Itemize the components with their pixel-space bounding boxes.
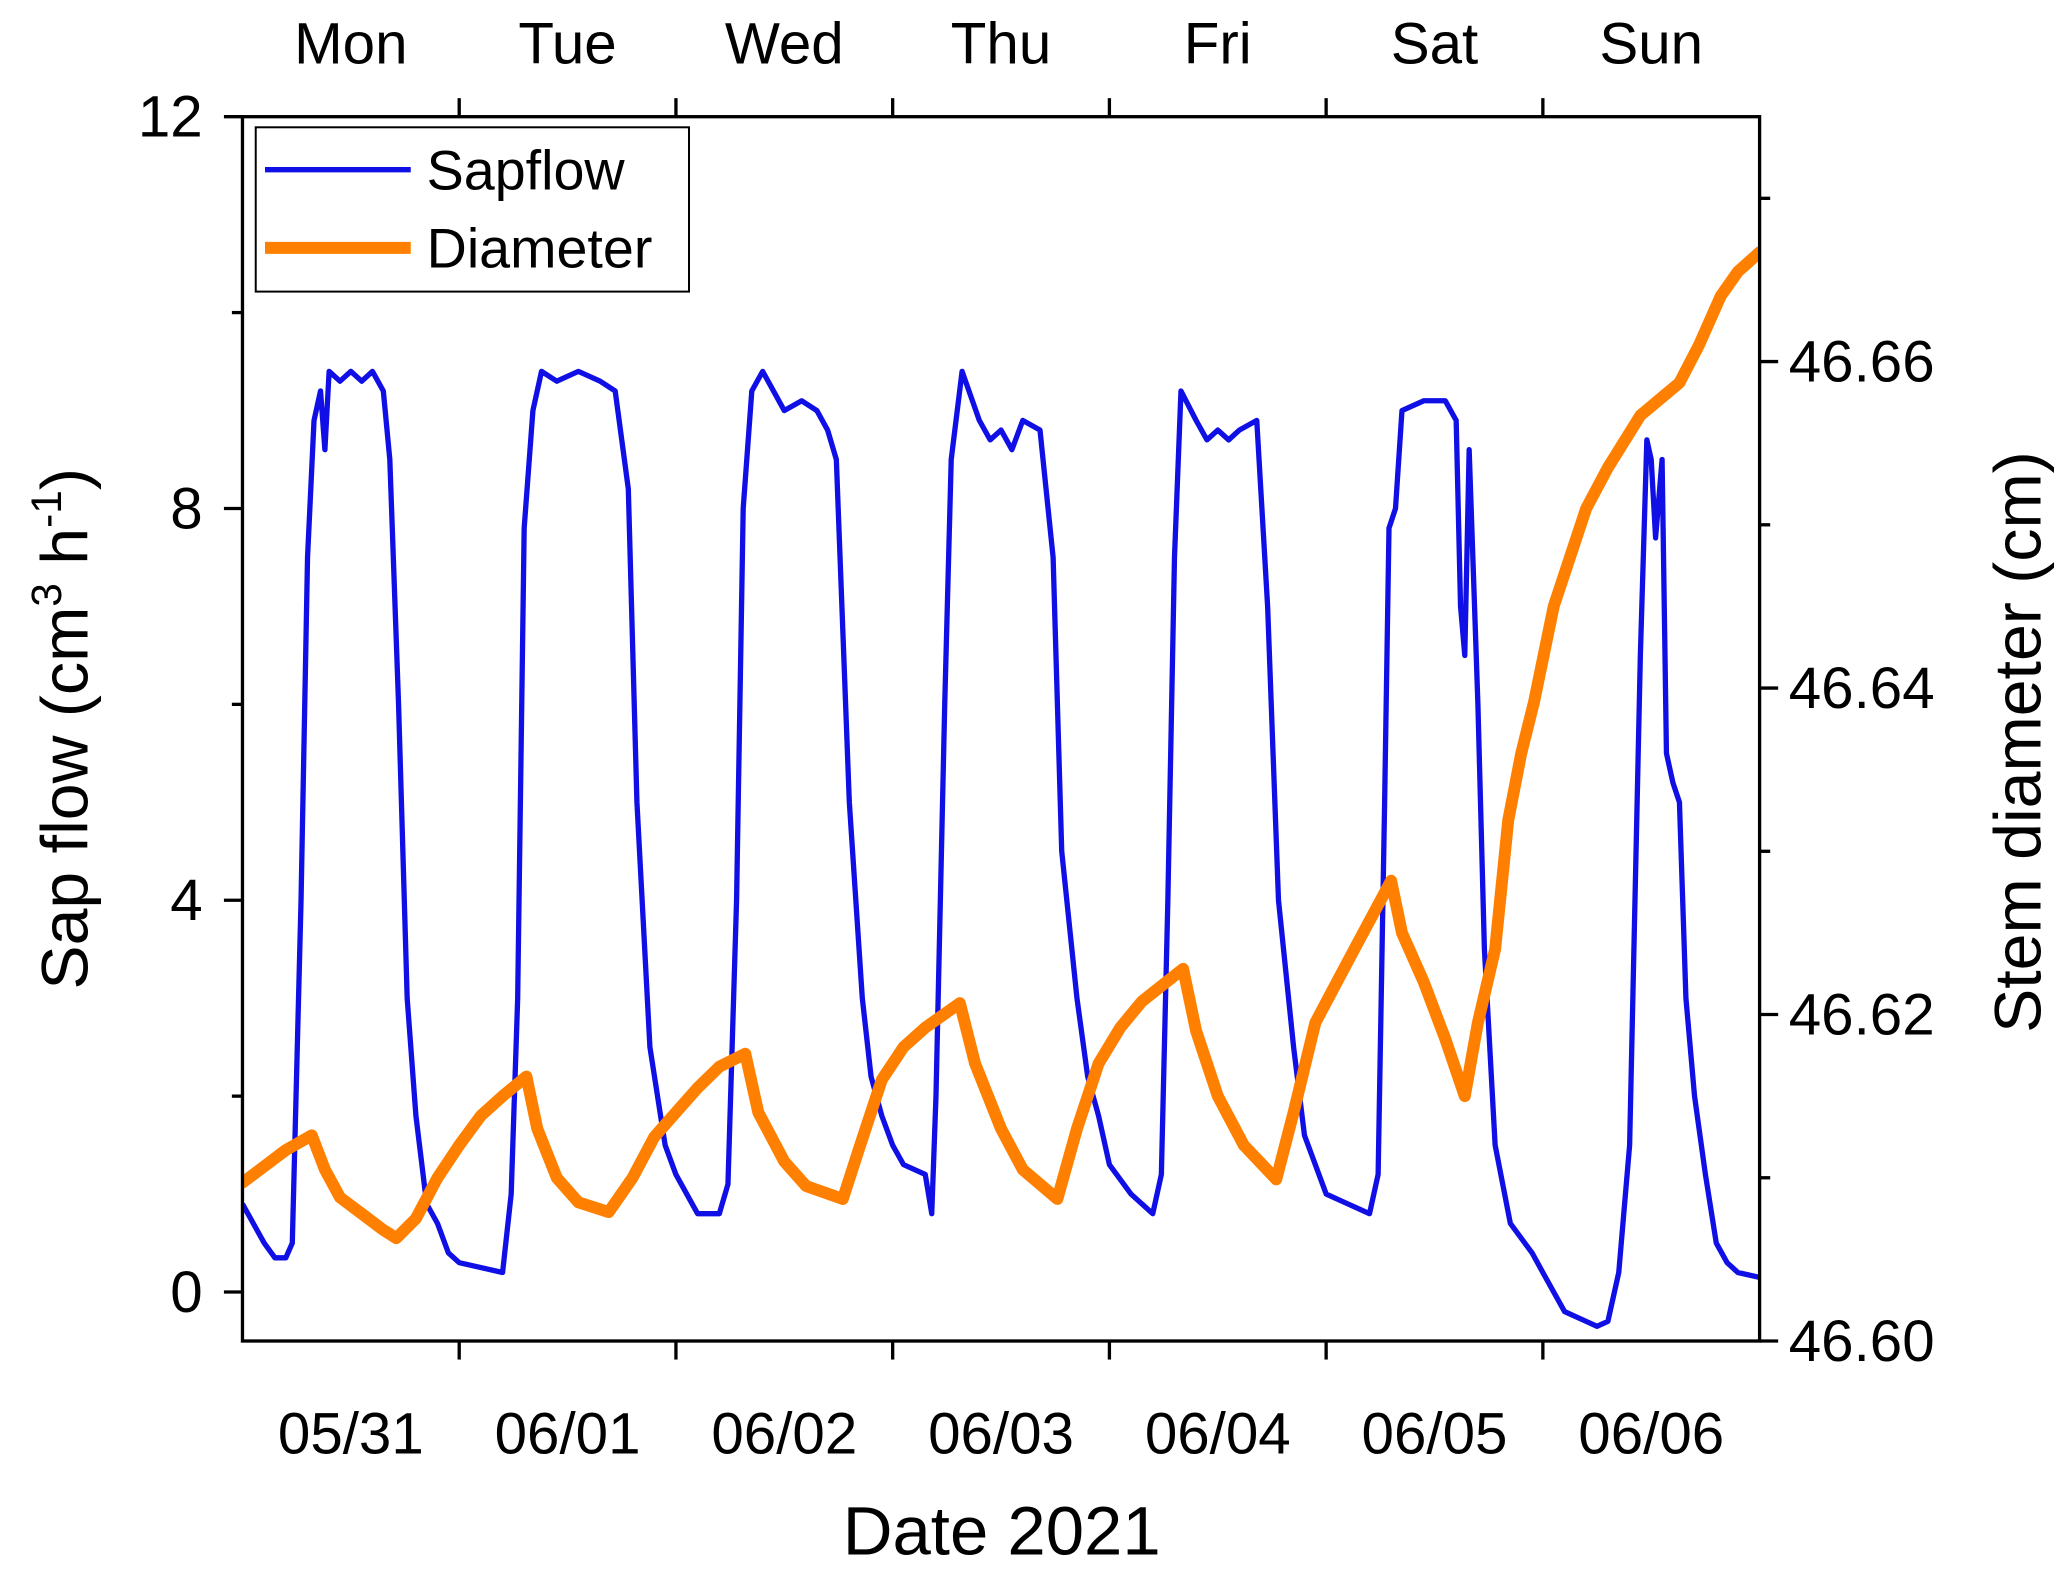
top-tick-label: Sat — [1391, 12, 1479, 77]
y-left-axis-title: Sap flow (cm3 h-1) — [23, 468, 102, 989]
legend-sapflow-label: Sapflow — [427, 140, 626, 202]
y-right-tick-label: 46.62 — [1789, 982, 1935, 1047]
x-tick-label: 06/03 — [928, 1402, 1074, 1467]
axis-ticks — [223, 98, 1779, 1360]
legend: Sapflow Diameter — [254, 126, 690, 293]
sapflow-line — [242, 368, 1760, 1329]
y-left-tick-label: 4 — [170, 868, 202, 933]
y-left-tick-label: 8 — [170, 476, 202, 541]
y-right-axis-title: Stem diameter (cm) — [1982, 451, 2056, 1033]
top-tick-label: Wed — [725, 12, 844, 77]
top-tick-label: Thu — [951, 12, 1051, 77]
top-tick-label: Sun — [1599, 12, 1703, 77]
y-right-tick-label: 46.66 — [1789, 329, 1935, 394]
y-left-tick-label: 12 — [138, 85, 203, 150]
top-tick-label: Tue — [518, 12, 616, 77]
y-right-tick-label: 46.60 — [1789, 1309, 1935, 1374]
top-tick-label: Fri — [1184, 12, 1252, 77]
y-left-tick-label: 0 — [170, 1260, 202, 1325]
plot-frame — [240, 115, 1762, 1343]
x-tick-label: 06/02 — [711, 1402, 857, 1467]
legend-diameter-label: Diameter — [427, 218, 653, 280]
x-tick-label: 06/04 — [1145, 1402, 1291, 1467]
top-tick-label: Mon — [294, 12, 407, 77]
diameter-line — [242, 246, 1760, 1245]
x-tick-label: 06/06 — [1578, 1402, 1724, 1467]
y-right-tick-label: 46.64 — [1789, 656, 1935, 721]
x-axis-title: Date 2021 — [843, 1492, 1161, 1569]
x-tick-label: 05/31 — [278, 1402, 424, 1467]
x-tick-label: 06/01 — [495, 1402, 641, 1467]
x-tick-label: 06/05 — [1362, 1402, 1508, 1467]
